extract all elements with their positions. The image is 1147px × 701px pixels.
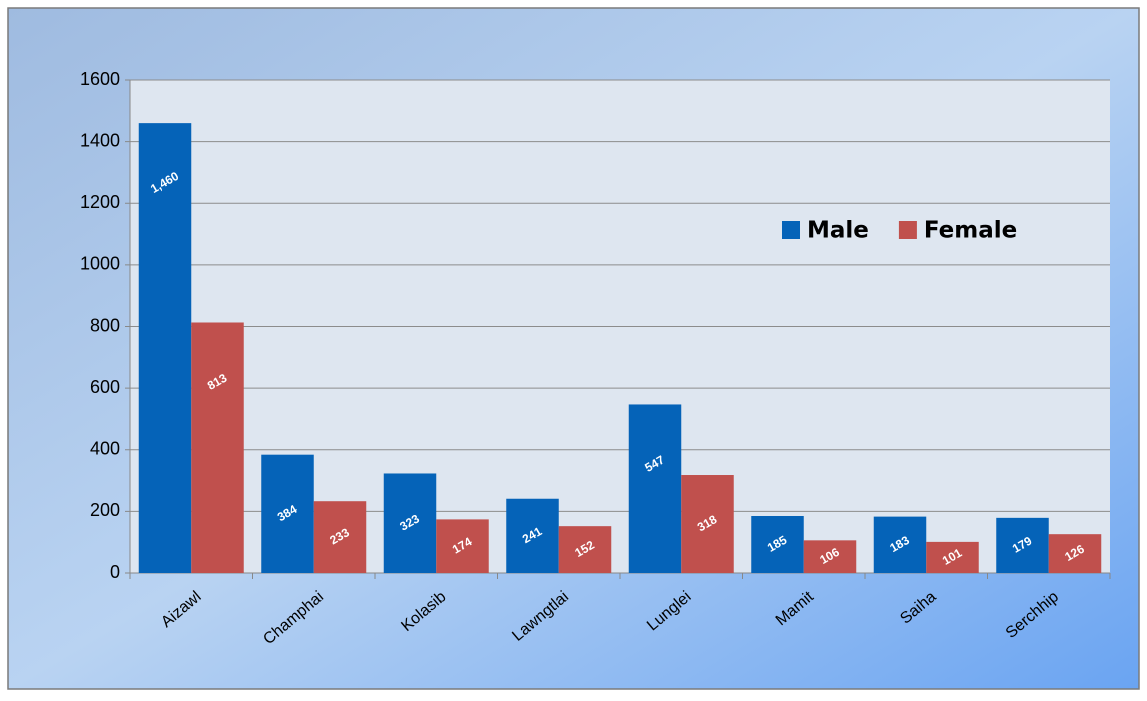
bar <box>191 322 244 573</box>
y-tick-label: 0 <box>110 562 120 582</box>
y-tick-label: 800 <box>90 315 120 335</box>
bar <box>138 123 192 573</box>
y-tick-label: 1000 <box>80 254 120 274</box>
bar <box>681 475 734 573</box>
y-tick-label: 400 <box>90 439 120 459</box>
legend-label: Male <box>807 218 869 244</box>
y-tick-label: 1600 <box>80 69 120 89</box>
bar <box>436 519 489 573</box>
bar <box>1048 534 1102 573</box>
legend-label: Female <box>924 218 1017 244</box>
legend-swatch <box>782 221 800 239</box>
bar <box>803 540 857 573</box>
bar <box>383 473 437 573</box>
bar <box>313 501 367 573</box>
bar <box>873 516 927 573</box>
y-tick-label: 600 <box>90 377 120 397</box>
bar <box>506 498 559 573</box>
y-tick-label: 200 <box>90 500 120 520</box>
bar <box>751 515 804 573</box>
bar <box>926 541 979 573</box>
bar <box>558 526 612 573</box>
legend-swatch <box>898 221 917 239</box>
y-tick-label: 1200 <box>80 192 120 212</box>
bar <box>628 404 682 573</box>
y-tick-label: 1400 <box>80 130 120 150</box>
bar <box>996 517 1049 573</box>
bar <box>261 454 314 573</box>
